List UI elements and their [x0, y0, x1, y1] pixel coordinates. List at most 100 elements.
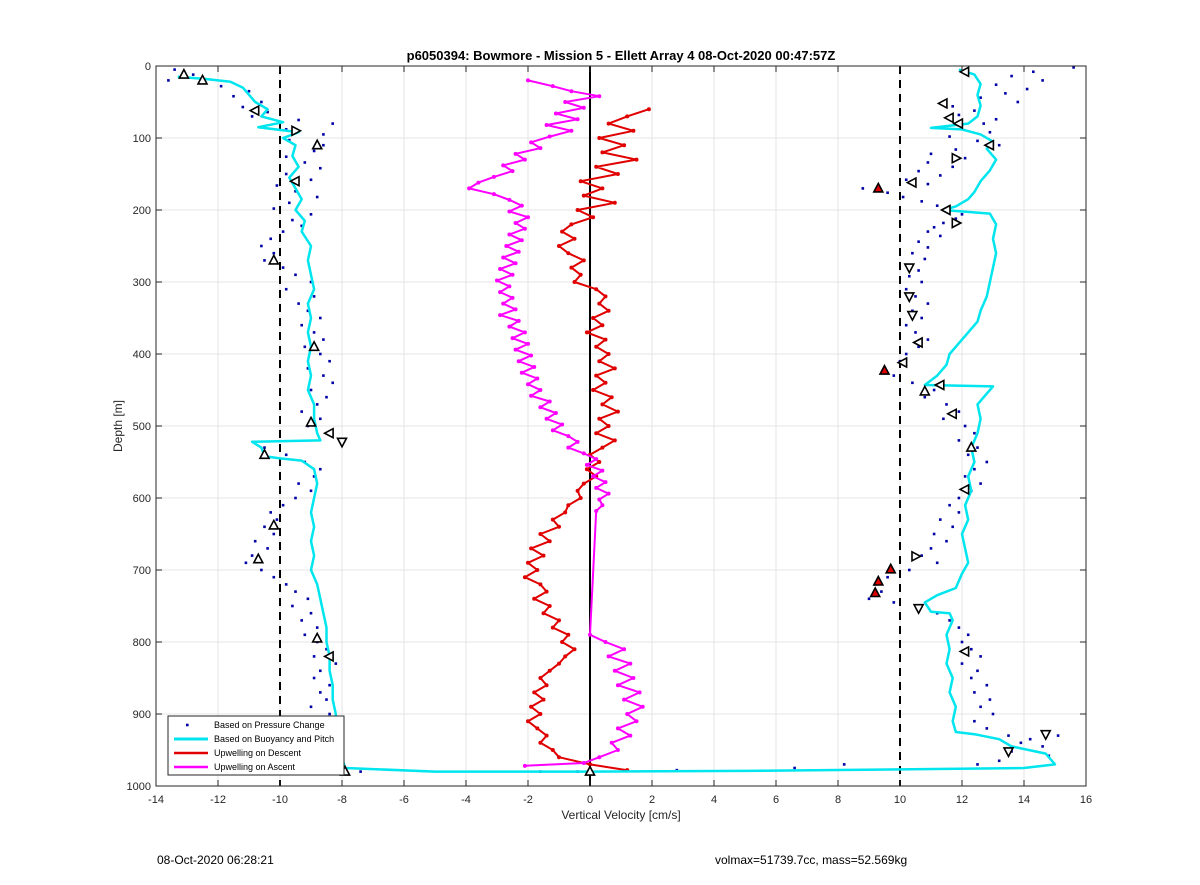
series-point [522, 157, 527, 162]
pressure-point [957, 410, 961, 413]
pressure-point [994, 83, 998, 87]
pressure-point [1004, 92, 1007, 95]
series-point [560, 229, 565, 234]
pressure-point [294, 496, 297, 500]
pressure-point [979, 655, 982, 658]
pressure-point [957, 113, 961, 117]
pressure-point [260, 568, 263, 572]
pressure-point [1072, 66, 1075, 69]
pressure-point [319, 691, 322, 694]
series-point [606, 654, 611, 659]
series-point [476, 180, 481, 185]
series-point [535, 376, 540, 381]
pressure-point [948, 135, 951, 138]
y-tick-label: 700 [133, 565, 151, 577]
event-marker-triangle-right [951, 152, 963, 165]
series-point [501, 255, 506, 260]
pressure-point [303, 633, 307, 637]
series-point [491, 174, 496, 179]
series-point [581, 760, 586, 765]
series-point [544, 123, 549, 128]
series-point [597, 301, 602, 306]
pressure-point [892, 374, 896, 377]
pressure-point [935, 561, 939, 565]
event-marker-triangle-right [951, 217, 963, 229]
series-point [612, 438, 617, 443]
series-point [529, 353, 534, 358]
pressure-point [966, 453, 970, 457]
event-marker-triangle-left [933, 379, 945, 391]
pressure-point [288, 201, 291, 205]
series-point [501, 301, 506, 306]
series-point [606, 491, 611, 496]
series-point [516, 359, 521, 364]
pressure-point [315, 626, 319, 629]
series-point [532, 690, 537, 695]
series-point [603, 640, 608, 644]
pressure-point [988, 698, 992, 701]
pressure-point [951, 525, 954, 529]
series-point [640, 704, 645, 709]
series-point [550, 748, 555, 752]
event-marker-triangle-up [872, 574, 885, 586]
series-point [584, 462, 589, 467]
y-axis-label: Depth [m] [111, 400, 125, 452]
pressure-point [939, 174, 942, 177]
pressure-point [1010, 74, 1013, 78]
pressure-point [957, 496, 961, 500]
pressure-point [300, 410, 303, 413]
pressure-point [991, 712, 995, 716]
pressure-point [973, 719, 976, 723]
series-point [612, 200, 617, 205]
pressure-point [281, 230, 285, 233]
pressure-point [309, 280, 313, 284]
pressure-point [948, 503, 951, 507]
series-point [572, 236, 577, 241]
event-marker-triangle-up [305, 415, 317, 427]
pressure-point [325, 698, 328, 701]
pressure-point [291, 218, 294, 222]
series-point [563, 510, 568, 515]
series-point [625, 712, 630, 716]
series-point [597, 416, 602, 421]
pressure-point [929, 152, 933, 156]
pressure-point [939, 518, 942, 521]
event-marker-triangle-down [1039, 729, 1052, 741]
pressure-point [309, 611, 313, 615]
legend: Based on Pressure Change Based on Buoyanc… [167, 715, 345, 776]
pressure-point [926, 161, 930, 164]
series-point [569, 222, 574, 227]
y-tick-label: 900 [133, 709, 151, 721]
pressure-point [951, 105, 954, 108]
pressure-point [942, 417, 945, 421]
series-point [544, 683, 549, 688]
series-point [560, 422, 565, 427]
series-point [631, 128, 636, 133]
series-point [578, 179, 583, 184]
series-point [600, 402, 605, 407]
legend-box [167, 715, 345, 776]
series-point [495, 278, 499, 283]
pressure-point [985, 727, 989, 730]
series-point [516, 318, 521, 323]
pressure-point [260, 100, 263, 104]
pressure-point [232, 94, 235, 98]
series-point [569, 89, 574, 94]
pressure-point [322, 374, 325, 377]
pressure-point [272, 207, 276, 210]
pressure-point [300, 224, 303, 228]
series-point [566, 445, 571, 450]
footer-vehicle-info: volmax=51739.7cc, mass=52.569kg [715, 853, 908, 867]
x-tick-label: -14 [148, 794, 164, 806]
event-marker-triangle-left [983, 139, 995, 152]
pressure-point [250, 554, 254, 557]
series-point [594, 457, 599, 462]
pressure-point [886, 575, 889, 579]
pressure-point [244, 561, 248, 565]
pressure-point [303, 345, 307, 349]
series-point [581, 193, 586, 198]
series-point [606, 352, 611, 356]
series-point [513, 220, 518, 225]
series-point [507, 209, 512, 214]
series-point [560, 640, 565, 644]
